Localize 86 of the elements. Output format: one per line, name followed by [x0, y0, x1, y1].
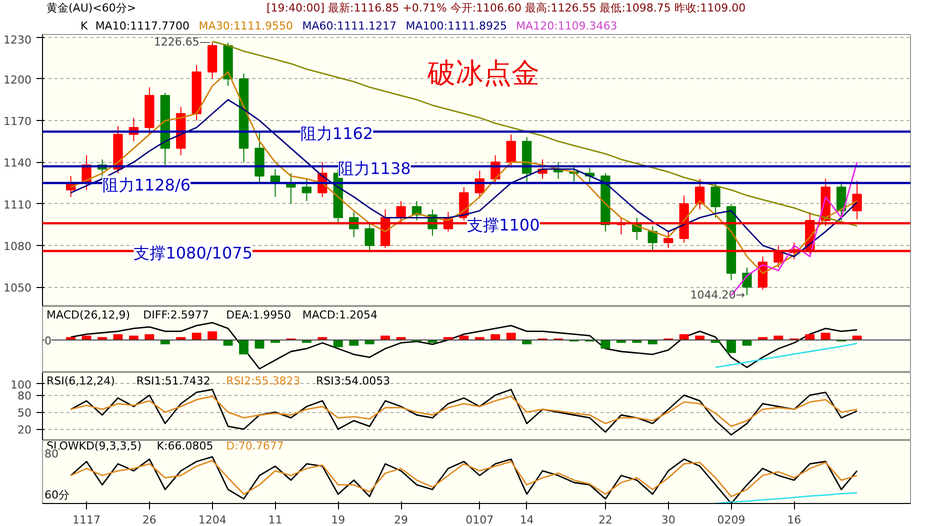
x-tick-label: 30	[661, 514, 676, 526]
x-tick-label: 0209	[717, 514, 746, 526]
bar	[695, 336, 705, 340]
candlestick	[852, 180, 862, 220]
bar	[600, 340, 610, 349]
x-tick-label: 1204	[198, 514, 226, 526]
bar	[679, 334, 689, 340]
x-tick-label: 0107	[466, 514, 494, 526]
text: DEA:1.9950	[226, 308, 292, 322]
y-tick-label: 1140	[4, 156, 32, 170]
text: K	[80, 20, 88, 32]
candlestick	[302, 178, 312, 202]
text: MA30:1111.9550	[198, 20, 294, 32]
x-tick-label: 14	[520, 514, 534, 526]
chart-title: 黄金(AU)<60分>	[46, 2, 136, 14]
chart-subtitle: [19:40:00] 最新:1116.85 +0.71% 今开:1106.60 最高:1126.55 最低:1098.75 昨收:1109.00	[266, 2, 746, 14]
ref-line-label: 阻力1162	[300, 124, 374, 144]
bar	[380, 336, 390, 340]
candlestick	[694, 178, 705, 210]
bar	[506, 332, 516, 340]
series-label: RSI2:55.3823	[226, 374, 300, 388]
text: MA100:1111.8925	[406, 20, 507, 32]
y-tick-label: 1110	[4, 198, 32, 212]
text: 0	[44, 334, 52, 348]
bar	[113, 334, 123, 340]
y-tick-label: 80	[18, 390, 32, 403]
annotation: 1044.20→	[690, 288, 745, 302]
x-axis-title: 60分	[44, 488, 70, 502]
ref-line-label: 支撑1100	[467, 216, 540, 235]
x-tick-label: 26	[142, 514, 156, 526]
bar	[648, 340, 658, 344]
y-tick-label: 1170	[4, 115, 32, 128]
series-label: D:70.7677	[226, 440, 284, 452]
chart-title: MACD(26,12,9)	[46, 308, 130, 322]
series-label: DIFF:2.5977	[143, 308, 209, 322]
candlestick	[364, 222, 374, 253]
ref-line-label: 阻力1138	[338, 158, 411, 178]
bar	[726, 340, 736, 353]
y-tick-label: 20	[18, 424, 32, 437]
line-series	[70, 388, 858, 436]
x-tick-label: 29	[394, 514, 408, 526]
bar	[459, 336, 469, 340]
text: MA10:1117.7700	[95, 20, 190, 32]
bar	[144, 334, 154, 340]
y-tick-label: 1050	[4, 282, 32, 295]
ref-line-label: 阻力1128/6	[102, 175, 191, 194]
candlestick	[616, 217, 626, 235]
bar	[852, 336, 862, 340]
bar	[522, 340, 532, 344]
bar	[820, 332, 830, 340]
annotation: 破冰点金	[426, 56, 540, 90]
series-label: RSI1:51.7432	[136, 374, 210, 388]
x-tick-label: 19	[331, 514, 346, 526]
text: MACD:1.2054	[302, 308, 378, 322]
y-tick-label: 1080	[4, 240, 32, 253]
y-tick-label: 1230	[4, 34, 32, 46]
candlestick	[396, 200, 406, 224]
bar	[128, 336, 138, 340]
x-tick-label: 11	[268, 514, 282, 526]
y-tick-label: 1200	[4, 73, 32, 86]
chart-title: RSI(6,12,24)	[46, 374, 115, 388]
series-label: K:66.0805	[156, 440, 214, 452]
x-tick-label: 22	[598, 514, 612, 526]
bar	[490, 334, 500, 340]
candlestick	[710, 181, 720, 218]
candlestick	[664, 231, 674, 249]
bar	[160, 340, 170, 344]
y-tick-label: 100	[10, 378, 32, 392]
candlestick	[774, 244, 784, 268]
x-tick-label: 16	[787, 514, 802, 526]
bar	[364, 340, 374, 344]
text: MA60:1111.1217	[302, 20, 396, 32]
bar	[239, 340, 248, 354]
bar	[192, 332, 202, 340]
candlestick	[648, 226, 658, 252]
annotation: RSI3:54.0053	[316, 374, 390, 388]
text: MA120:1109.3463	[516, 20, 618, 32]
bar	[805, 334, 815, 340]
y-tick-label: 50	[18, 406, 32, 420]
x-tick-label: 1117	[72, 514, 101, 526]
bar	[208, 331, 218, 340]
bar	[333, 340, 343, 348]
annotation: 1226.65—	[154, 35, 210, 48]
ref-line-label: 支撑1080/1075	[134, 243, 253, 262]
bar	[774, 336, 784, 340]
line-series	[70, 396, 858, 428]
